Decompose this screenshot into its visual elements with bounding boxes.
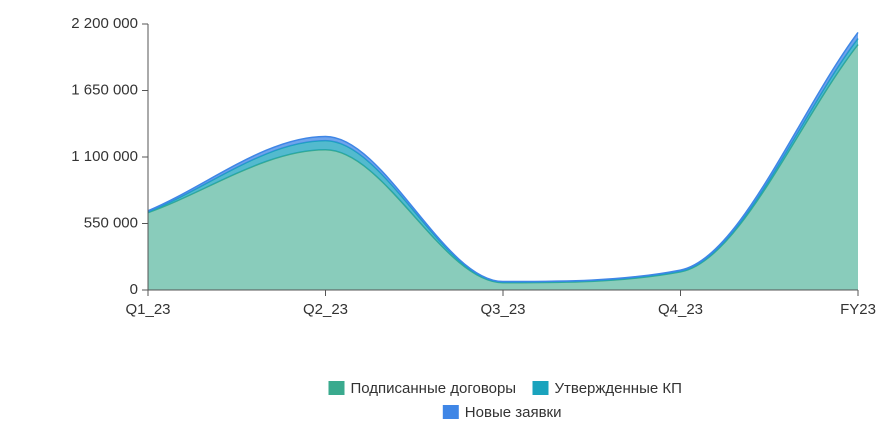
x-tick-label: Q2_23 (303, 301, 348, 318)
y-tick-label: 1 100 000 (71, 148, 138, 165)
y-tick-label: 0 (130, 281, 138, 298)
x-tick-label: FY23 (840, 301, 876, 318)
x-tick-label: Q1_23 (125, 301, 170, 318)
x-tick-label: Q3_23 (480, 301, 525, 318)
legend-label: Новые заявки (465, 404, 562, 421)
legend-swatch (442, 405, 459, 419)
area (148, 44, 858, 290)
area-line (147, 32, 859, 283)
legend-swatch (328, 381, 345, 395)
legend-label: Утвержденные КП (555, 380, 682, 397)
legend-swatch (532, 381, 549, 395)
x-tick-label: Q4_23 (658, 301, 703, 318)
y-tick-label: 1 650 000 (71, 81, 138, 98)
legend-label: Подписанные договоры (351, 380, 517, 397)
y-tick-label: 550 000 (84, 214, 138, 231)
y-tick-label: 2 200 000 (71, 15, 138, 32)
